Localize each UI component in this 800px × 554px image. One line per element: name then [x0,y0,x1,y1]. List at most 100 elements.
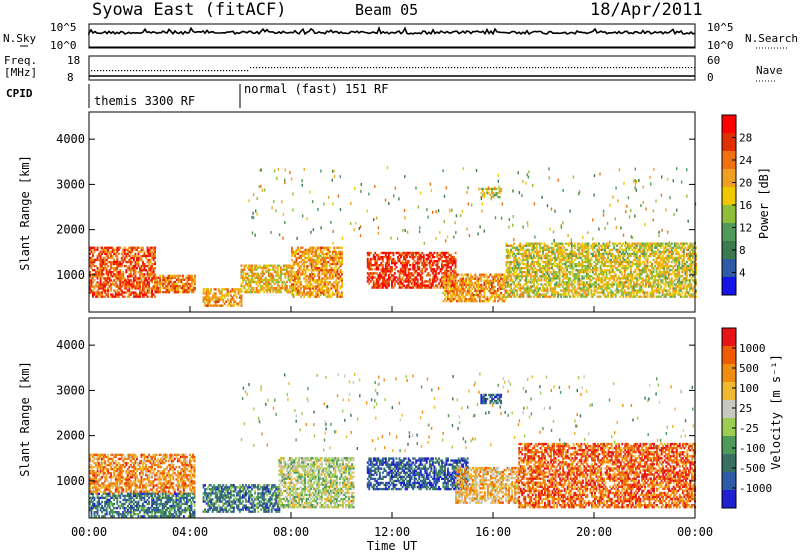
heatmap-cell [560,242,563,245]
heatmap-cell [599,285,602,288]
heatmap-cell [551,291,554,294]
heatmap-cell [542,285,544,288]
heatmap-cell [605,246,608,249]
heatmap-cell [497,281,499,285]
heatmap-cell [486,281,489,285]
heatmap-cell [535,293,538,296]
heatmap-cell [601,258,604,262]
heatmap-cell [403,262,406,265]
heatmap-cell [500,287,503,291]
heatmap-cell [128,283,131,286]
heatmap-cell [281,284,284,288]
heatmap-cell [107,260,110,264]
heatmap-cell [584,271,587,274]
heatmap-cell [310,264,313,268]
heatmap-cell [535,254,538,258]
heatmap-cell [525,279,528,282]
nave-dot [529,67,531,69]
heatmap-cell [110,271,113,274]
heatmap-cell [635,244,638,247]
heatmap-cell [582,246,585,249]
heatmap-cell [270,272,273,275]
heatmap-cell [101,293,104,296]
nave-dot [241,70,243,72]
heatmap-cell [523,283,526,286]
nave-dot [670,67,672,69]
heatmap-cell [528,256,531,260]
heatmap-cell [375,286,378,289]
heatmap-cell [444,253,446,257]
heatmap-cell [395,280,398,283]
heatmap-cell [451,255,454,259]
heatmap-cell [234,300,237,303]
heatmap-cell [128,287,131,290]
heatmap-cell [570,258,573,262]
heatmap-cell [279,272,282,275]
heatmap-cell [561,267,564,270]
heatmap-cell [427,255,430,259]
heatmap-cell [383,274,386,277]
heatmap-cell [477,289,480,293]
heatmap-cell [243,276,246,280]
heatmap-cell [516,293,519,296]
heatmap-cell [658,244,661,247]
heatmap-cell [191,288,193,292]
heatmap-cell [599,248,602,252]
heatmap-cell [554,285,557,288]
heatmap-cell [537,283,540,286]
heatmap-cell [149,254,152,258]
heatmap-cell [632,250,635,254]
heatmap-cell [287,291,290,294]
heatmap-cell [338,277,340,280]
heatmap-cell [319,250,322,254]
heatmap-cell [585,269,588,272]
heatmap-cell [607,281,610,284]
heatmap-cell [413,251,416,255]
heatmap-cell [545,256,547,260]
heatmap-cell [249,274,252,278]
heatmap-cell [610,277,613,280]
heatmap-cell [649,264,652,268]
nave-dot [145,70,147,72]
heatmap-cell [338,260,340,264]
heatmap-cell [635,267,638,270]
heatmap-cell [581,258,584,262]
heatmap-cell [98,285,101,288]
heatmap-cell [581,295,584,298]
heatmap-cell [626,275,629,278]
heatmap-cell [540,289,543,292]
heatmap-cell [628,252,631,256]
heatmap-cell [626,287,629,290]
heatmap-cell [655,250,658,254]
heatmap-cell [442,275,445,278]
heatmap-cell [649,252,652,256]
heatmap-cell [508,293,511,296]
heatmap-cell [581,281,584,284]
heatmap-cell [315,287,318,290]
heatmap-cell [557,275,560,278]
heatmap-cell [148,252,151,256]
heatmap-cell [614,275,617,278]
heatmap-cell [599,277,602,280]
heatmap-cell [291,267,293,270]
heatmap-cell [456,291,459,295]
heatmap-cell [572,295,575,298]
heatmap-cell [213,296,216,299]
heatmap-cell [95,283,98,286]
heatmap-cell [451,287,454,291]
heatmap-cell [495,295,498,299]
heatmap-cell [532,242,535,245]
heatmap-cell [392,278,395,281]
heatmap-cell [380,270,383,273]
heatmap-cell [398,276,401,279]
heatmap-cell [453,287,456,291]
heatmap-cell [593,283,596,286]
heatmap-cell [257,284,260,288]
heatmap-cell [245,264,247,267]
heatmap-cell [92,273,94,276]
heatmap-cell [500,273,503,276]
heatmap-cell [294,273,296,276]
heatmap-cell [92,254,94,258]
heatmap-cell [313,252,316,256]
heatmap-cell [654,254,657,258]
